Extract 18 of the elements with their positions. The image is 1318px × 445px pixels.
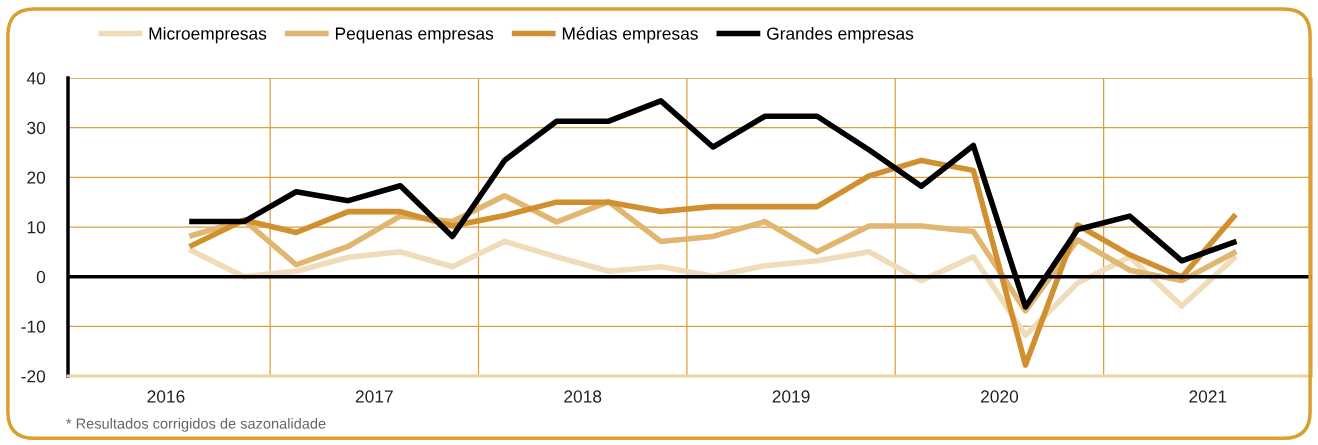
x-tick-label: 2020 <box>981 390 1019 403</box>
y-tick-label: -20 <box>21 370 46 383</box>
y-tick-label: 30 <box>27 121 46 135</box>
legend-label: Médias empresas <box>562 26 698 44</box>
legend-label: Pequenas empresas <box>335 27 494 44</box>
x-tick-label: 2017 <box>355 390 393 403</box>
y-tick-label: 40 <box>26 72 46 85</box>
y-tick-label: 10 <box>27 221 46 234</box>
y-tick-label: 0 <box>36 270 46 284</box>
x-tick-label: 2021 <box>1189 390 1227 403</box>
text: * Resultados corrigidos de sazonalidade <box>66 418 326 432</box>
x-tick-label: 2016 <box>147 390 185 403</box>
y-tick-label: 20 <box>27 171 46 184</box>
legend-label: Grandes empresas <box>767 26 914 44</box>
y-tick-label: -10 <box>21 320 46 333</box>
x-tick-label: 2018 <box>564 390 602 403</box>
legend-label: Microempresas <box>149 26 267 44</box>
x-tick-label: 2019 <box>772 390 810 403</box>
